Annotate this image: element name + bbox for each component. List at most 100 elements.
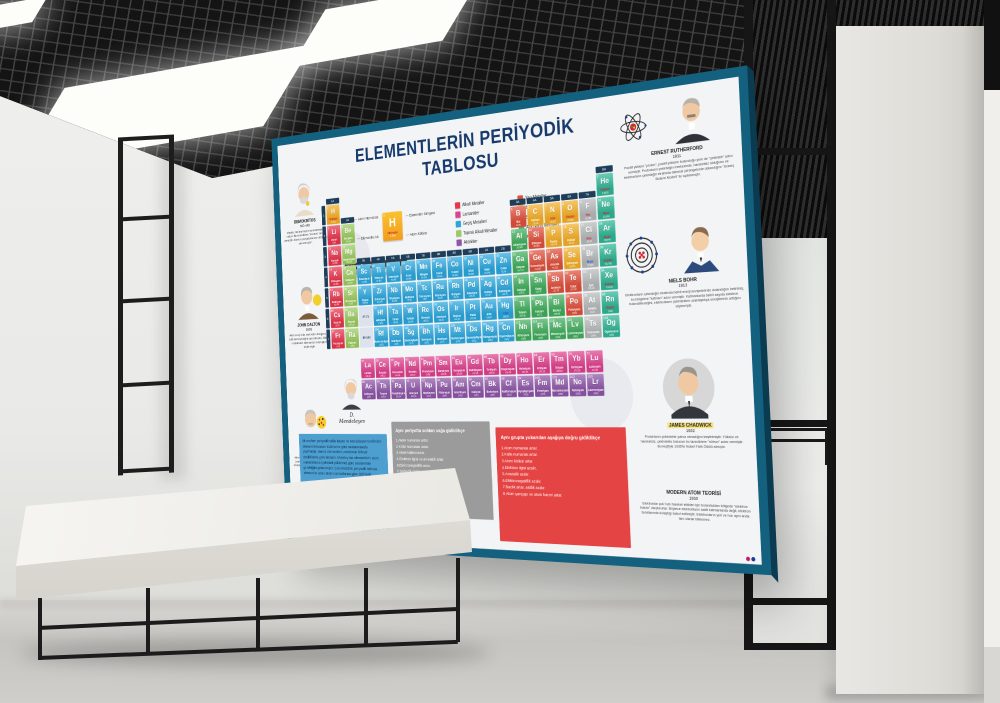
element-cell-ru: 44 Ru Rutenyum 101,07 — [432, 279, 448, 302]
rutherford-portrait — [674, 96, 711, 145]
element-cell-tl: 81 Tl Talyum 204,38 — [513, 296, 531, 319]
legend-swatch — [455, 220, 461, 228]
element-cell-lu: 71 Lu Lutesyum 174,97 — [585, 350, 604, 373]
element-cell-b: 5 B Bor 10,81 — [509, 205, 527, 229]
element-cell-er: 68 Er Erbiyum 167,26 — [533, 351, 551, 375]
f-block-marker: 89-103 — [359, 327, 374, 348]
element-cell-ts: 117 Ts Tennessin (294) — [584, 315, 602, 339]
element-cell-sm: 62 Sm Samaryum 150,36 — [435, 355, 451, 377]
group-label: 8B — [431, 250, 447, 258]
periodic-table-poster: ELEMENTLERİN PERİYODİK TABLOSU DEMOKRİTO… — [271, 65, 772, 576]
partition-frame — [744, 148, 836, 155]
element-cell-pt: 78 Pt Platin 195,08 — [464, 299, 481, 322]
element-cell-xe: 54 Xe Ksenon 131,29 — [600, 267, 619, 291]
element-cell-rb: 37 Rb Rubidyum 85,468 — [329, 287, 344, 308]
element-cell-in: 49 In İndiyum 114,82 — [512, 273, 530, 296]
partition-frame — [744, 643, 836, 650]
dalton-atom-model-icon — [312, 294, 322, 306]
group-label: 1B — [478, 246, 495, 254]
partition-frame — [744, 598, 836, 605]
element-cell-tc: 43 Tc Teknesyum (98) — [416, 280, 433, 303]
bench-leg — [364, 568, 368, 646]
element-cell-ge: 32 Ge Germanyum 72,630 — [528, 249, 546, 273]
element-cell-i: 53 I İyot 126,90 — [582, 268, 600, 292]
element-cell-o: 8 O Oksijen 15,999 — [561, 199, 579, 224]
group-label: 2B — [495, 245, 511, 253]
element-cell-cf: 98 Cf Kaliforniyum (251) — [500, 375, 518, 398]
element-cell-ag: 47 Ag Gümüş 107,87 — [479, 275, 497, 299]
legend-label: Geçiş Metalleri — [462, 218, 487, 227]
element-cell-zr: 40 Zr Zirkonyum 91,224 — [372, 283, 387, 305]
element-cell-ho: 67 Ho Holmiyum 164,93 — [516, 352, 534, 375]
element-cell-rn: 86 Rn Radon (222) — [601, 290, 620, 315]
element-cell-fr: 87 Fr Fransiyum (223) — [331, 328, 345, 349]
element-cell-th: 90 Th Toryum 232,04 — [376, 378, 391, 400]
bench-frame-bar — [38, 639, 458, 660]
element-cell-rf: 104 Rf Rutherfordyum (267) — [373, 326, 390, 348]
dalton-portrait — [298, 286, 322, 321]
element-cell-cn: 112 Cn Kopernikyum (285) — [498, 320, 515, 343]
sample-element-cell: 1 H Hidrojen 1,008 — [382, 210, 403, 242]
element-cell-mc: 115 Mc Moskovyum (290) — [548, 317, 567, 340]
element-cell-al: 13 Al Alüminyum 26,982 — [510, 227, 528, 251]
element-cell-sr: 38 Sr Stronsiyum 87,62 — [343, 286, 358, 307]
partition-frame — [744, 420, 836, 427]
period-label: 1 — [321, 205, 326, 226]
element-cell-lr: 103 Lr Lavrensiyum (262) — [586, 373, 605, 397]
element-cell-bh: 107 Bh Bohriyum (270) — [418, 324, 435, 346]
bohr-portrait — [683, 226, 720, 274]
element-cell-eu: 63 Eu Evropiyum 151,96 — [451, 354, 467, 377]
sample-symbol: H — [388, 215, 397, 230]
element-cell-v: 23 V Vanadyum 50,942 — [386, 261, 401, 283]
group-label: 7B — [415, 252, 431, 260]
element-cell-bk: 97 Bk Berkelyum (247) — [484, 376, 501, 398]
group-label: 4B — [371, 256, 386, 264]
element-cell-md: 101 Md Mendelevyum (258) — [551, 374, 569, 397]
period-label: 5 — [324, 288, 329, 308]
shelf-rung — [123, 296, 169, 304]
bench-frame-bar — [38, 606, 458, 630]
element-cell-pb: 82 Pb Kurşun 207,2 — [530, 295, 548, 318]
element-cell-zn: 30 Zn Çinko 65,38 — [495, 252, 512, 275]
sample-mass: 1,008 — [390, 234, 396, 238]
element-cell-se: 34 Se Selenyum 78,971 — [563, 246, 581, 270]
element-cell-n: 7 N Azot 14,007 — [543, 201, 562, 225]
element-cell-ba: 56 Ba Baryum 137,33 — [344, 307, 359, 328]
element-cell-au: 79 Au Altın 196,97 — [480, 298, 498, 321]
element-cell-kr: 36 Kr Kripton 83,798 — [599, 243, 618, 267]
demokritos-portrait — [294, 182, 315, 218]
group-trend-title: Aynı grupta yukarıdan aşağıya doğru gidi… — [500, 434, 601, 441]
element-cell-hf: 72 Hf Hafniyum 178,49 — [373, 305, 388, 326]
element-cell-pm: 61 Pm Prometyum (145) — [420, 356, 436, 377]
period-label: 3 — [323, 246, 328, 267]
element-cell-re: 75 Re Renyum 186,21 — [417, 302, 434, 324]
element-cell-na: 11 Na Sodyum 22,990 — [327, 245, 342, 267]
wall-floor-shadow — [0, 598, 1000, 608]
element-cell-og: 118 Og Oganesson (294) — [602, 314, 621, 338]
annotation-atom-number: Atom Numarası — [354, 215, 379, 222]
annotation-element-symbol: Elementin Simgesi — [405, 211, 435, 219]
element-cell-gd: 64 Gd Gadolinyum 157,25 — [467, 354, 484, 376]
period-label: 7 — [326, 329, 331, 350]
element-cell-sg: 106 Sg Seaborgiyum (271) — [403, 324, 419, 346]
element-cell-hg: 80 Hg Cıva 200,59 — [497, 297, 514, 320]
element-cell-fl: 114 Fl Flerovyum (289) — [531, 318, 549, 341]
element-cell-mt: 109 Mt Meitneriyum (278) — [449, 322, 466, 345]
group-trend-box: Aynı grupta yukarıdan aşağıya doğru gidi… — [495, 427, 632, 549]
element-cell-mn: 25 Mn Mangan 54,938 — [416, 258, 432, 281]
bench-leg — [456, 558, 460, 642]
element-cell-lv: 116 Lv Livermoryum (293) — [566, 316, 584, 340]
element-cell-sn: 50 Sn Kalay 118,71 — [529, 272, 547, 295]
element-cell-as: 33 As Arsenik 74,922 — [545, 247, 564, 271]
white-bench — [8, 458, 478, 688]
legend-swatch — [454, 201, 461, 209]
element-cell-li: 3 Li Lityum 6,94 — [326, 224, 341, 246]
legend-swatch — [455, 211, 461, 219]
element-cell-ce: 58 Ce Seryum 140,12 — [375, 357, 390, 379]
scientist-chadwick: JAMES CHADWICK 1932 Protonların çekirdek… — [636, 355, 745, 450]
element-cell-tb: 65 Tb Terbiyum 158,93 — [483, 353, 500, 376]
element-cell-k: 19 K Potasyum 39,098 — [328, 266, 343, 287]
element-cell-mo: 42 Mo Molibden 95,95 — [401, 281, 417, 303]
scientist-year: 1932 — [685, 428, 695, 434]
element-cell-ra: 88 Ra Radyum (226) — [345, 327, 360, 349]
